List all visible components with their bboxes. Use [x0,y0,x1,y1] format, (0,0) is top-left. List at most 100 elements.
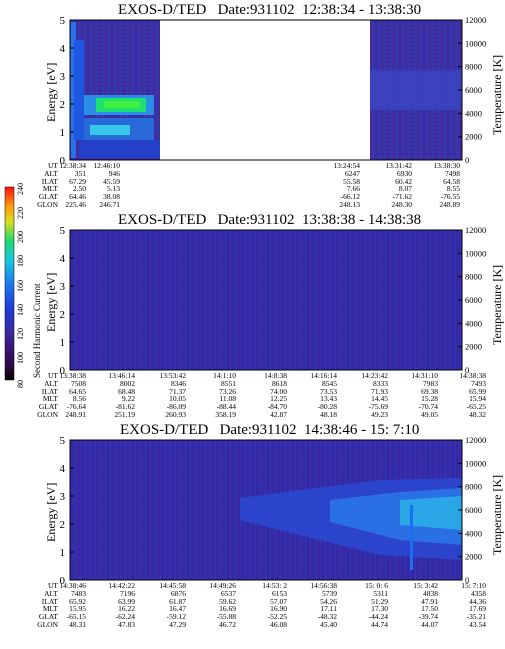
panel-1-table-cell: 13:31:42 [385,161,412,170]
panel-1-table-cell: 64.46 [69,192,86,202]
panel-1-ytick-label: 1 [60,127,66,139]
panel-2-table-cell: 71.37 [169,386,186,396]
panel-1-table-cell: 6247 [345,168,360,178]
panel-3-table-cell: -62.24 [115,612,135,622]
panel-2-table-cell: 15.94 [469,394,486,404]
panel-1-y2tick-label: 4000 [465,108,482,118]
panel-1-table-cell: -71.62 [392,192,412,202]
panel-2-table-cell: 260.93 [165,410,186,419]
panel-1-ytick-label: 2 [60,99,66,111]
panel-2-table-cell: 13:53:42 [159,371,186,380]
panel-1-table-cell: 55.58 [343,176,360,186]
panel-1-row-label: ALT [44,168,58,178]
panel-3-ytick-label: 1 [60,547,66,559]
panel-2-table-cell: 14.45 [371,394,388,404]
panel-2-table-cell: 14:8:38 [264,371,287,380]
panel-2-table-cell: 13:38:38 [59,371,86,380]
panel-1-table-cell: 64.58 [443,176,460,186]
panel-3-heatmap [69,439,463,581]
panel-3-table-cell: -65.15 [66,612,86,622]
panel-3-table-cell: 17.11 [320,604,337,614]
panel-3-ytick-label: 3 [60,491,66,503]
panel-2-y2tick-label: 4000 [465,318,482,328]
panel-2-ytick-label: 0 [60,365,66,377]
panel-2-table-cell: 69.38 [421,386,438,396]
colorbar-tick-label: 160 [16,279,25,292]
panel-2-ytick-label: 3 [60,281,66,293]
panel-2-table-cell: -70.74 [418,402,438,412]
panel-2-table-cell: 8545 [322,378,337,388]
panel-2-table-cell: 13:46:14 [108,371,135,380]
panel-3-title: EXOS-D/TED Date:931102 14:38:46 - 15: 7:… [120,422,420,438]
panel-1-table-cell: 946 [108,168,120,178]
panel-3-table-cell: 15: 0: 6 [365,581,388,590]
panel-3-table-cell: 7196 [120,588,135,598]
panel-2-ytick-label: 5 [60,225,66,237]
panel-3-table-cell: 16.47 [169,604,186,614]
panel-3-table-cell: -55.88 [216,612,236,622]
panel-1-table-cell: 67.29 [69,176,86,186]
colorbar-tick-label: 220 [16,207,25,220]
panel-2-table-cell: 14:31:10 [411,371,438,380]
panel-2-table-cell: -88.44 [216,402,236,412]
panel-1-table-cell: 13:24:54 [333,161,360,170]
panel-3-row-label: UT [48,581,58,590]
panel-1-table-cell: 2.50 [72,184,86,194]
panel-1-ytick-label: 3 [60,71,66,83]
panel-2-table-cell: 49.05 [421,410,438,419]
panel-2-table-cell: 68.48 [118,386,135,396]
panel-2-table-cell: 8618 [272,378,287,388]
panel-2-table-cell: 8333 [373,378,388,388]
panel-2-table-cell: 8551 [221,378,236,388]
panel-3-table-cell: 15.95 [69,604,86,614]
panel-1-y2tick-label: 0 [465,155,469,165]
panel-1-ytick-label: 5 [60,15,66,27]
panel-3-table-cell: 47.91 [421,596,438,606]
panel-2-y2tick-label: 6000 [465,295,482,305]
panel-3-table-cell: 17.50 [421,604,438,614]
panel-3-y2tick-label: 12000 [465,435,486,445]
panel-2-table-cell: 10.05 [169,394,186,404]
panel-3-table-cell: -52.25 [267,612,287,622]
panel-3-table-cell: 14:45:58 [159,581,186,590]
panel-2-table-cell: 7983 [423,378,438,388]
panel-1-y2tick-label: 10000 [465,38,486,48]
panel-2-y2tick-label: 10000 [465,248,486,258]
panel-3-row-label: MLT [42,604,58,614]
panel-3-table-cell: 14:56:38 [310,581,337,590]
panel-3-row-label: ALT [44,588,58,598]
panel-1-y2tick-label: 12000 [465,15,486,25]
panel-1-row-label: GLON [37,200,58,209]
panel-1-table-cell: 12:38:34 [59,161,86,170]
colorbar-tick-label: 100 [16,351,25,364]
panel-1-table-cell: 8.55 [446,184,460,194]
panel-3-table-cell: 51.29 [371,596,388,606]
panel-1-ytick-label: 0 [60,155,66,167]
panel-3-row-label: ILAT [41,596,58,606]
panel-1-y2tick-label: 8000 [465,62,482,72]
panel-2-table-cell: 12.25 [270,394,287,404]
panel-2-table-cell: 74.00 [270,386,287,396]
panel-2-row-label: UT [48,371,58,380]
panel-3-table-cell: 65.92 [69,596,86,606]
panel-2-table-cell: 42.87 [270,410,287,419]
panel-2-table-cell: -84.70 [267,402,287,412]
panel-3-ytick-label: 0 [60,575,66,587]
panel-2-table-cell: 14:1:10 [213,371,236,380]
panel-2-table-cell: -65.25 [466,402,486,412]
panel-1-table-cell: 246.71 [99,200,120,209]
colorbar-tick-label: 200 [16,231,25,244]
panel-2-table-cell: 48.18 [320,410,337,419]
panel-3-table-cell: 7483 [71,588,86,598]
panel-3-y2tick-label: 0 [465,575,469,585]
panel-3-table-cell: 5311 [373,588,388,598]
panel-3-y2tick-label: 2000 [465,552,482,562]
panel-1-y2tick-label: 2000 [465,132,482,142]
panel-3-row-label: GLAT [38,612,58,622]
panel-1-table-cell: 6930 [397,168,412,178]
panel-2-table-cell: 65.99 [469,386,486,396]
panel-2-ylabel2: Temperature [K] [490,264,504,345]
colorbar-tick-label: 240 [16,183,25,195]
panel-3-table-cell: -44.24 [368,612,388,622]
